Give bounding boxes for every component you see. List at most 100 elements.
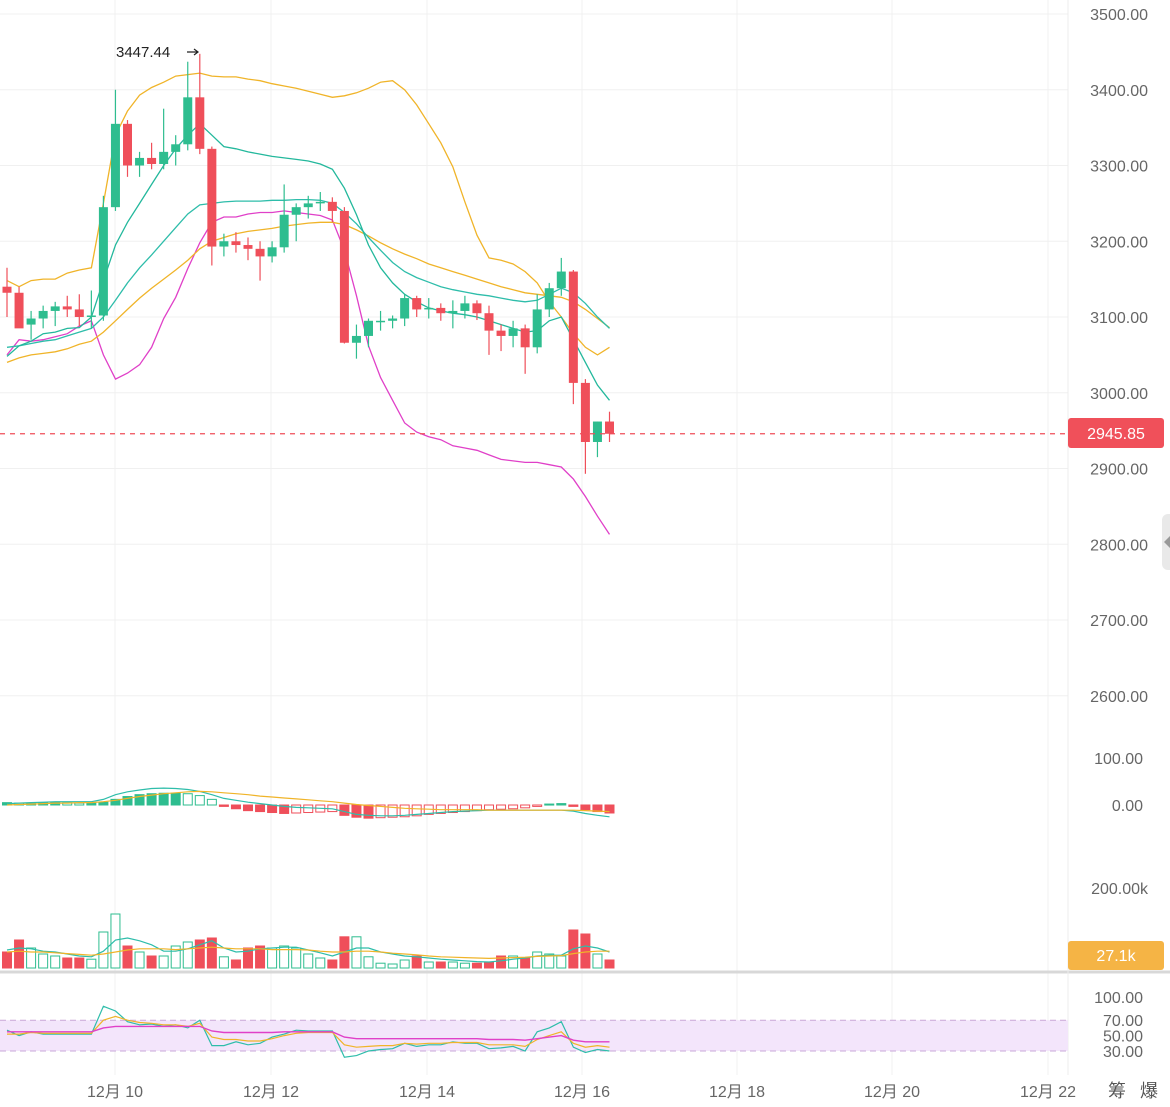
macd-bar-10 bbox=[122, 796, 133, 806]
macd-bar-34 bbox=[411, 804, 422, 817]
macd-bar-6 bbox=[74, 802, 85, 806]
candle-body-13 bbox=[159, 151, 169, 164]
macd-bar-28 bbox=[339, 804, 350, 816]
macd-bar-14 bbox=[170, 792, 181, 806]
rsi-tick-3: 30.00 bbox=[1103, 1044, 1143, 1061]
candle-15 bbox=[183, 61, 193, 151]
candle-body-24 bbox=[291, 207, 301, 215]
candle-2 bbox=[26, 310, 36, 340]
candle-19 bbox=[231, 232, 241, 253]
candle-body-20 bbox=[243, 245, 253, 249]
candle-14 bbox=[171, 135, 181, 166]
macd-panel bbox=[2, 787, 615, 819]
candle-body-12 bbox=[147, 157, 157, 164]
last-volume-tag-bg bbox=[1068, 941, 1164, 970]
macd-bar-33 bbox=[399, 804, 410, 818]
price-tick-3: 3200.00 bbox=[1090, 234, 1148, 251]
candle-28 bbox=[339, 207, 349, 344]
price-tick-0: 3500.00 bbox=[1090, 7, 1148, 24]
candle-body-3 bbox=[38, 310, 48, 319]
liquidation-button[interactable]: 爆 bbox=[1140, 1081, 1158, 1102]
macd-bar-8 bbox=[98, 801, 109, 806]
macd-dea-line bbox=[6, 790, 610, 813]
candle-37 bbox=[448, 300, 458, 329]
price-tick-1: 3400.00 bbox=[1090, 83, 1148, 100]
volume-bar-19 bbox=[230, 959, 241, 969]
macd-bar-18 bbox=[218, 804, 229, 807]
ma-slow-line bbox=[6, 221, 610, 364]
price-tick-5: 3000.00 bbox=[1090, 386, 1148, 403]
rsi-tick-1: 70.00 bbox=[1103, 1013, 1143, 1030]
candle-body-48 bbox=[580, 382, 590, 442]
bollinger-upper-line bbox=[6, 72, 610, 356]
volume-bar-30 bbox=[363, 956, 374, 969]
candle-33 bbox=[400, 294, 410, 327]
volume-ma-slow-line bbox=[6, 946, 610, 960]
rsi-panel bbox=[0, 1005, 1068, 1058]
candle-body-34 bbox=[412, 298, 422, 310]
volume-bar-38 bbox=[459, 962, 470, 969]
volume-bar-46 bbox=[556, 955, 567, 969]
volume-bar-34 bbox=[411, 955, 422, 969]
candle-body-30 bbox=[364, 320, 373, 336]
volume-bar-8 bbox=[98, 931, 109, 969]
candle-body-43 bbox=[520, 328, 530, 348]
volume-bar-40 bbox=[484, 961, 494, 969]
volume-tick-0: 200.00k bbox=[1091, 881, 1149, 898]
candle-22 bbox=[267, 241, 277, 263]
candle-4 bbox=[50, 301, 60, 327]
candle-5 bbox=[62, 295, 72, 317]
arrow-right-icon bbox=[187, 48, 199, 56]
candle-body-36 bbox=[436, 307, 446, 314]
price-axis: 3500.00 3400.00 3300.00 3200.00 3100.00 3000.… bbox=[0, 7, 1149, 1061]
volume-bar-41 bbox=[496, 955, 507, 969]
macd-bar-25 bbox=[303, 804, 314, 814]
macd-bar-44 bbox=[532, 804, 543, 807]
candle-body-7 bbox=[86, 315, 96, 317]
candle-body-45 bbox=[544, 288, 554, 310]
macd-bar-15 bbox=[182, 793, 193, 806]
rsi-line-1 bbox=[6, 1005, 610, 1058]
macd-bar-40 bbox=[484, 804, 494, 811]
candle-30 bbox=[364, 318, 373, 348]
candle-16 bbox=[195, 53, 205, 155]
candle-46 bbox=[556, 257, 566, 296]
candle-body-15 bbox=[183, 97, 193, 145]
candle-body-44 bbox=[532, 309, 542, 348]
candle-21 bbox=[255, 241, 265, 281]
candle-body-49 bbox=[592, 421, 602, 442]
candle-7 bbox=[86, 290, 96, 329]
volume-bar-25 bbox=[303, 953, 314, 969]
candle-6 bbox=[74, 294, 84, 327]
volume-bar-4 bbox=[50, 955, 61, 969]
collapse-panel-button[interactable] bbox=[1162, 514, 1170, 570]
grid-lines bbox=[0, 0, 1170, 1075]
volume-bar-11 bbox=[134, 951, 145, 969]
bollinger-lower-line bbox=[6, 210, 611, 535]
candle-23 bbox=[279, 184, 289, 253]
candle-body-9 bbox=[110, 123, 120, 208]
volume-bar-21 bbox=[255, 945, 266, 969]
volume-bar-16 bbox=[194, 939, 205, 969]
volume-bar-2 bbox=[26, 947, 37, 969]
candle-42 bbox=[508, 320, 518, 348]
macd-bar-43 bbox=[520, 804, 531, 809]
price-tick-6: 2900.00 bbox=[1090, 462, 1148, 479]
volume-bar-42 bbox=[508, 955, 519, 969]
candle-41 bbox=[496, 324, 506, 352]
macd-bar-50 bbox=[604, 804, 615, 814]
time-tick-3: 12月 16 bbox=[554, 1084, 610, 1101]
candle-body-29 bbox=[351, 335, 361, 343]
candle-body-31 bbox=[376, 320, 386, 323]
candle-body-40 bbox=[484, 313, 494, 331]
volume-bar-5 bbox=[62, 957, 73, 969]
chip-distribution-button[interactable]: 筹 bbox=[1108, 1081, 1126, 1102]
time-tick-5: 12月 20 bbox=[864, 1084, 920, 1101]
price-tick-9: 2600.00 bbox=[1090, 689, 1148, 706]
volume-bar-49 bbox=[592, 953, 603, 969]
candle-13 bbox=[159, 108, 169, 170]
candle-48 bbox=[580, 379, 590, 474]
last-price-tag-bg bbox=[1068, 418, 1164, 448]
candle-body-42 bbox=[508, 328, 518, 336]
